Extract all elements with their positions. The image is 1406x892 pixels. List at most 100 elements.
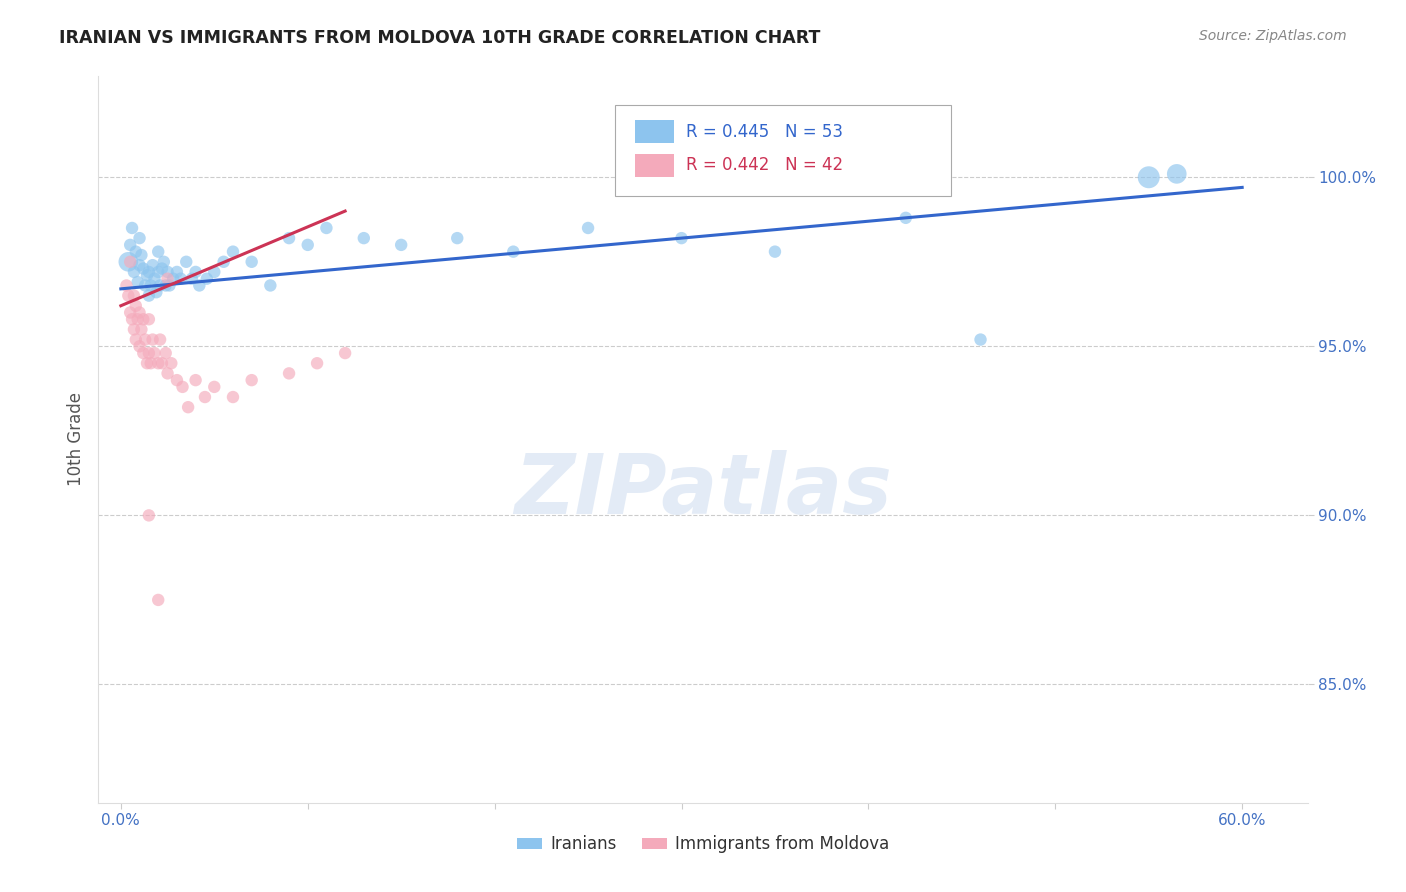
Point (169, 271, 191, 285)
Point (202, 265, 225, 279)
Point (125, 244, 148, 259)
Text: R = 0.445   N = 53: R = 0.445 N = 53 (686, 123, 844, 141)
Bar (636, 120, 673, 144)
Point (127, 312, 149, 326)
Point (184, 373, 207, 387)
Point (150, 261, 173, 276)
Point (150, 356, 173, 370)
Text: Source: ZipAtlas.com: Source: ZipAtlas.com (1199, 29, 1347, 43)
Point (138, 288, 160, 302)
Point (180, 271, 202, 285)
Point (156, 265, 179, 279)
Point (166, 265, 188, 279)
Point (148, 356, 170, 370)
Point (259, 278, 281, 293)
Point (132, 346, 155, 360)
Point (138, 508, 160, 523)
Point (138, 312, 160, 326)
Point (195, 271, 218, 285)
Point (132, 261, 155, 276)
Point (212, 254, 235, 268)
Bar (636, 153, 673, 177)
Point (159, 278, 181, 293)
Point (174, 254, 197, 268)
Point (389, 238, 412, 252)
Point (188, 278, 211, 293)
Point (139, 278, 162, 293)
Point (142, 333, 165, 347)
Point (131, 248, 153, 262)
Point (121, 221, 143, 235)
Point (177, 400, 200, 414)
Point (222, 244, 245, 259)
Point (446, 231, 468, 245)
Point (117, 288, 139, 302)
Point (143, 271, 166, 285)
Point (1137, 170, 1160, 185)
Point (128, 305, 150, 319)
Point (132, 312, 155, 326)
Point (134, 278, 156, 293)
Point (315, 221, 337, 235)
Point (153, 254, 176, 268)
Point (155, 346, 177, 360)
FancyBboxPatch shape (614, 105, 950, 195)
Point (139, 356, 162, 370)
Point (145, 285, 167, 300)
Point (894, 211, 917, 225)
Point (143, 346, 166, 360)
Point (131, 322, 153, 336)
Point (155, 278, 177, 293)
Point (128, 339, 150, 353)
Point (333, 346, 356, 360)
Point (194, 390, 217, 404)
Text: R = 0.442   N = 42: R = 0.442 N = 42 (686, 156, 844, 174)
Point (136, 356, 159, 370)
Point (297, 238, 319, 252)
Point (149, 278, 172, 293)
Point (202, 380, 225, 394)
Point (125, 333, 148, 347)
Legend: Iranians, Immigrants from Moldova: Iranians, Immigrants from Moldova (510, 829, 896, 860)
Point (115, 278, 138, 293)
Point (148, 265, 170, 279)
Point (671, 231, 693, 245)
Point (149, 333, 172, 347)
Point (166, 373, 188, 387)
Point (134, 333, 156, 347)
Point (125, 299, 148, 313)
Point (763, 244, 786, 259)
Point (122, 322, 145, 336)
Point (576, 221, 599, 235)
Point (353, 231, 375, 245)
Point (142, 258, 165, 272)
Point (122, 288, 145, 302)
Point (156, 367, 179, 381)
Point (307, 356, 329, 370)
Point (128, 231, 150, 245)
Point (128, 258, 150, 272)
Point (120, 254, 142, 268)
Point (138, 346, 160, 360)
Point (969, 333, 991, 347)
Point (240, 373, 263, 387)
Point (240, 254, 263, 268)
Point (502, 244, 524, 259)
Point (184, 265, 207, 279)
Point (172, 380, 194, 394)
Point (278, 367, 301, 381)
Point (278, 231, 301, 245)
Point (162, 271, 184, 285)
Point (117, 254, 139, 268)
Point (120, 305, 142, 319)
Point (121, 312, 143, 326)
Text: IRANIAN VS IMMIGRANTS FROM MOLDOVA 10TH GRADE CORRELATION CHART: IRANIAN VS IMMIGRANTS FROM MOLDOVA 10TH … (59, 29, 821, 46)
Point (222, 390, 245, 404)
Point (156, 271, 179, 285)
Point (122, 265, 145, 279)
Point (148, 244, 170, 259)
Point (127, 275, 149, 289)
Point (1166, 167, 1188, 181)
Point (160, 356, 183, 370)
Point (138, 265, 160, 279)
